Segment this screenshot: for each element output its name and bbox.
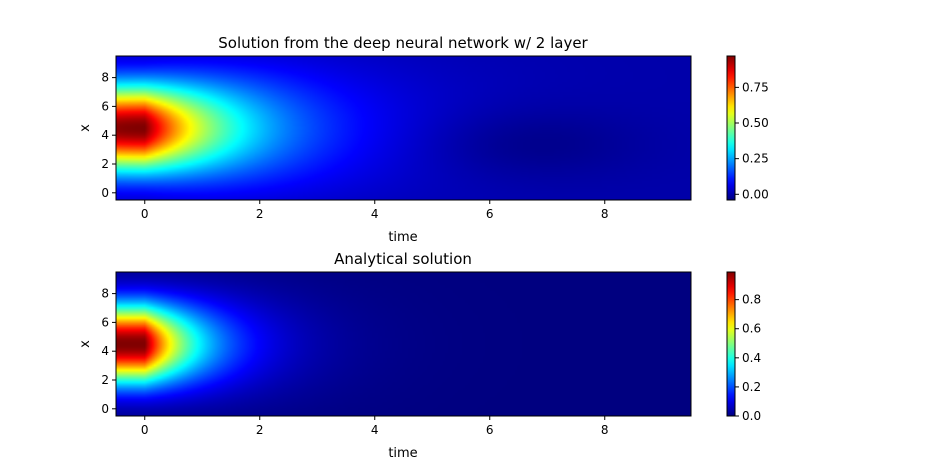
x-tick-label: 0 [141, 207, 149, 221]
y-tick-label: 8 [101, 287, 109, 301]
x-tick-label: 4 [371, 423, 379, 437]
x-tick-label: 8 [601, 207, 609, 221]
x-axis-label: time [388, 230, 417, 245]
y-axis: 0 2 4 6 8 [101, 71, 116, 200]
y-tick-label: 4 [101, 344, 109, 358]
x-tick-label: 0 [141, 423, 149, 437]
y-axis-label: x [78, 340, 93, 348]
y-tick-label: 2 [101, 373, 109, 387]
heatmap-image [116, 272, 691, 416]
plot-frame [115, 55, 692, 201]
x-tick-label: 6 [486, 207, 494, 221]
y-tick-label: 2 [101, 157, 109, 171]
y-tick-label: 0 [101, 186, 109, 200]
chart-title: Solution from the deep neural network w/… [218, 34, 588, 52]
y-axis-label: x [78, 124, 93, 132]
y-tick-label: 6 [101, 99, 109, 113]
colorbar-tick-label: 0.6 [742, 322, 761, 336]
y-tick-label: 6 [101, 315, 109, 329]
heatmap-image [116, 56, 691, 200]
colorbar: 0.00 0.25 0.50 0.75 [726, 55, 769, 201]
plot-frame [115, 271, 692, 417]
colorbar-gradient [726, 271, 736, 417]
colorbar-tick-label: 0.00 [742, 187, 769, 201]
x-axis: 0 2 4 6 8 [141, 416, 609, 437]
y-tick-label: 8 [101, 71, 109, 85]
x-tick-label: 4 [371, 207, 379, 221]
heatmap [116, 56, 691, 200]
colorbar-gradient [726, 55, 736, 201]
y-tick-label: 0 [101, 402, 109, 416]
x-axis-label: time [388, 446, 417, 461]
x-tick-label: 8 [601, 423, 609, 437]
colorbar-tick-label: 0.4 [742, 351, 761, 365]
colorbar-tick-label: 0.2 [742, 380, 761, 394]
x-axis: 0 2 4 6 8 [141, 200, 609, 221]
colorbar-tick-label: 0.50 [742, 116, 769, 130]
nn-solution-panel: Solution from the deep neural network w/… [78, 34, 769, 245]
chart-title: Analytical solution [334, 250, 472, 268]
y-tick-label: 4 [101, 128, 109, 142]
analytical-solution-panel: Analytical solution 0 2 4 6 8 0 2 4 6 8 time x 0… [78, 250, 761, 461]
colorbar-tick-label: 0.75 [742, 80, 769, 94]
x-tick-label: 2 [256, 423, 264, 437]
colorbar-tick-label: 0.25 [742, 152, 769, 166]
x-tick-label: 6 [486, 423, 494, 437]
colorbar: 0.0 0.2 0.4 0.6 0.8 [726, 271, 761, 423]
x-tick-label: 2 [256, 207, 264, 221]
heatmap [116, 272, 691, 416]
colorbar-tick-label: 0.8 [742, 293, 761, 307]
y-axis: 0 2 4 6 8 [101, 287, 116, 416]
colorbar-tick-label: 0.0 [742, 409, 761, 423]
